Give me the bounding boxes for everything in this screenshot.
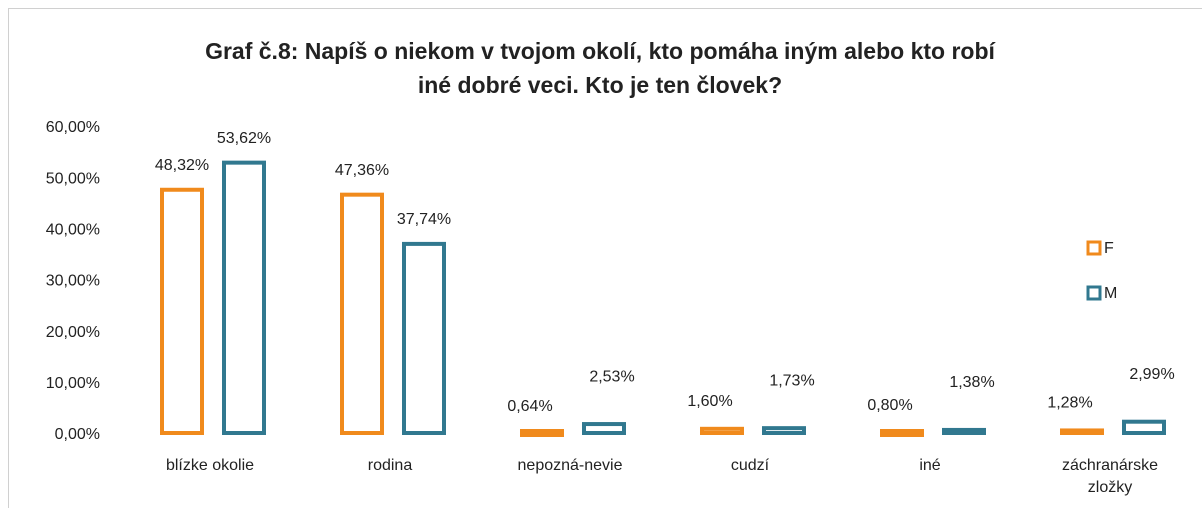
data-label: 47,36% xyxy=(335,162,389,179)
chart-border xyxy=(8,8,1202,508)
x-tick-label: záchranárske zložky xyxy=(1061,457,1159,496)
bar xyxy=(402,241,446,435)
x-tick-label: rodina xyxy=(367,457,413,474)
bar xyxy=(880,429,924,437)
bar xyxy=(942,427,986,435)
data-label: 53,62% xyxy=(217,130,271,147)
data-label: 48,32% xyxy=(155,157,209,174)
data-label: 2,53% xyxy=(589,368,634,385)
x-tick-label: cudzí xyxy=(730,457,770,474)
data-label: 1,73% xyxy=(769,372,814,389)
y-tick-label: 0,00% xyxy=(55,426,100,443)
y-tick-label: 20,00% xyxy=(46,324,100,341)
y-tick-label: 40,00% xyxy=(46,222,100,239)
x-tick-label: nepozná-nevie xyxy=(517,457,623,474)
data-label: 37,74% xyxy=(397,211,451,228)
y-tick-label: 30,00% xyxy=(46,273,100,290)
bar xyxy=(700,426,744,435)
bar xyxy=(340,192,384,435)
data-label: 1,60% xyxy=(687,393,732,410)
data-label: 0,80% xyxy=(867,397,912,414)
y-tick-label: 50,00% xyxy=(46,170,100,187)
bar xyxy=(582,422,626,436)
legend-swatch xyxy=(1086,240,1102,256)
data-label: 1,38% xyxy=(949,374,994,391)
y-tick-label: 10,00% xyxy=(46,375,100,392)
data-label: 1,28% xyxy=(1047,395,1092,412)
chart-title: Graf č.8: Napíš o niekom v tvojom okolí,… xyxy=(205,38,995,98)
bar xyxy=(1060,428,1104,435)
legend-label: F xyxy=(1104,240,1114,257)
bar xyxy=(520,429,564,437)
legend-label: M xyxy=(1104,285,1117,302)
x-tick-label: blízke okolie xyxy=(165,457,255,474)
bar xyxy=(222,160,266,435)
x-tick-label: iné xyxy=(919,457,941,474)
y-tick-label: 60,00% xyxy=(46,119,100,136)
data-label: 2,99% xyxy=(1129,366,1174,383)
bar xyxy=(762,426,806,435)
legend-swatch xyxy=(1086,285,1102,301)
data-label: 0,64% xyxy=(507,398,552,415)
bar xyxy=(160,187,204,435)
bar xyxy=(1122,419,1166,436)
